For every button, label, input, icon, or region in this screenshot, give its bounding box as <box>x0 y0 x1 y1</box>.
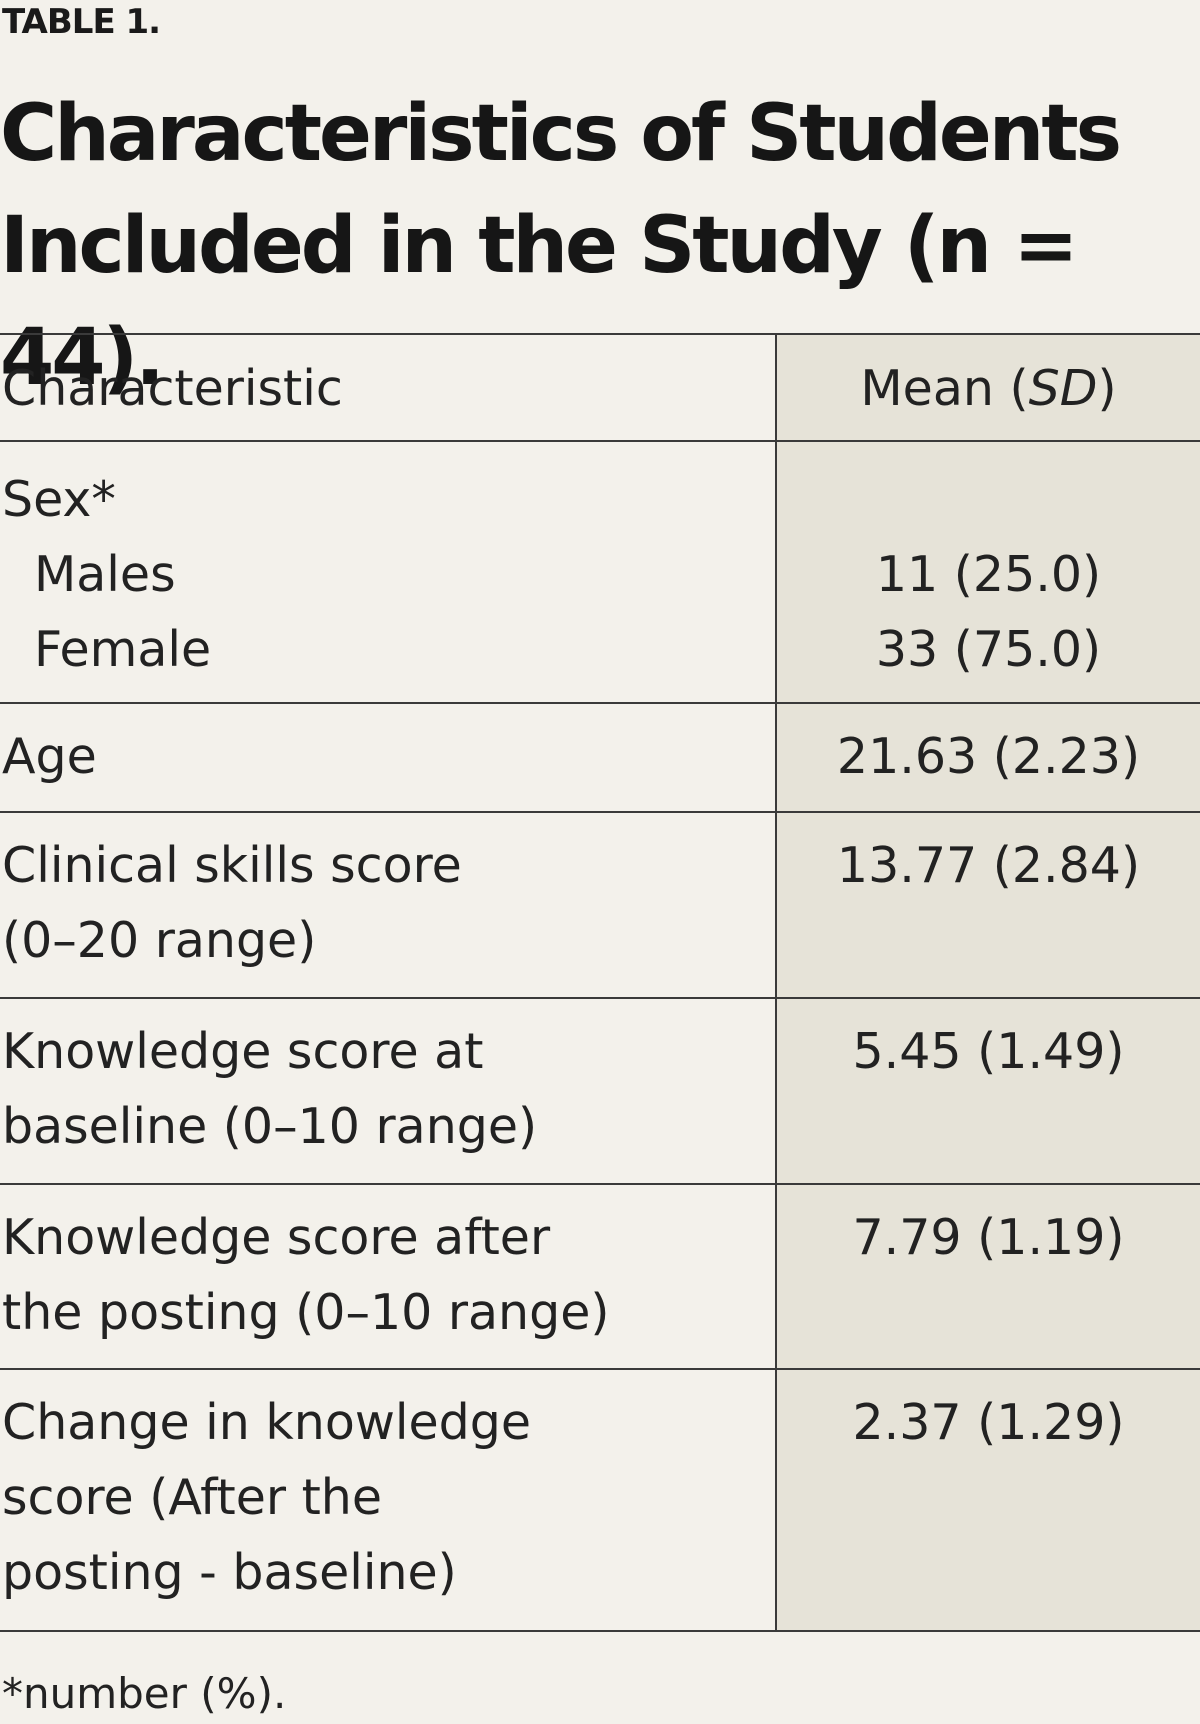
clinical-skills-value: 13.77 (2.84) <box>775 812 1200 999</box>
header-mean-sd: Mean (SD) <box>775 333 1200 442</box>
table-row-knowledge-after: Knowledge score after the posting (0–10 … <box>0 1184 1200 1370</box>
female-value: 33 (75.0) <box>875 621 1102 678</box>
clinical-skills-label-line2: (0–20 range) <box>2 912 317 969</box>
sex-label: Sex* <box>2 471 116 528</box>
knowledge-after-label-line1: Knowledge score after <box>2 1209 551 1266</box>
table-label: TABLE 1. <box>2 2 161 42</box>
table-title: Characteristics of Students Included in … <box>0 89 1122 403</box>
table-header-row: Characteristic Mean (SD) <box>0 333 1200 442</box>
knowledge-after-value: 7.79 (1.19) <box>775 1184 1200 1370</box>
header-characteristic: Characteristic <box>0 333 776 442</box>
cell-sex-value: 11 (25.0) 33 (75.0) <box>775 441 1200 704</box>
header-sd: SD <box>1028 360 1098 417</box>
knowledge-change-label-line1: Change in knowledge <box>2 1394 532 1451</box>
cell-knowledge-after-label: Knowledge score after the posting (0–10 … <box>0 1184 776 1370</box>
header-mean-suffix: ) <box>1097 360 1117 417</box>
age-value: 21.63 (2.23) <box>775 703 1200 813</box>
knowledge-baseline-label-line1: Knowledge score at <box>2 1023 484 1080</box>
cell-clinical-skills-label: Clinical skills score (0–20 range) <box>0 812 776 999</box>
table-footnote: *number (%). <box>2 1669 287 1718</box>
clinical-skills-label-line1: Clinical skills score <box>2 837 462 894</box>
table-row-knowledge-change: Change in knowledge score (After the pos… <box>0 1369 1200 1632</box>
knowledge-after-label-line2: the posting (0–10 range) <box>2 1284 610 1341</box>
characteristics-table: Characteristic Mean (SD) Sex* Males Fema… <box>0 333 1200 1632</box>
males-label: Males <box>34 546 176 603</box>
males-value: 11 (25.0) <box>875 546 1102 603</box>
knowledge-change-label-line3: posting - baseline) <box>2 1544 457 1601</box>
table-row-knowledge-baseline: Knowledge score at baseline (0–10 range)… <box>0 998 1200 1185</box>
knowledge-baseline-label-line2: baseline (0–10 range) <box>2 1098 538 1155</box>
age-label: Age <box>0 703 776 813</box>
knowledge-change-value: 2.37 (1.29) <box>775 1369 1200 1632</box>
table-row-sex: Sex* Males Female 11 (25.0) 33 (75.0) <box>0 441 1200 704</box>
header-mean-prefix: Mean ( <box>860 360 1029 417</box>
female-label: Female <box>34 621 212 678</box>
table-row-age: Age 21.63 (2.23) <box>0 703 1200 813</box>
cell-knowledge-change-label: Change in knowledge score (After the pos… <box>0 1369 776 1632</box>
table-row-clinical-skills: Clinical skills score (0–20 range) 13.77… <box>0 812 1200 999</box>
knowledge-baseline-value: 5.45 (1.49) <box>775 998 1200 1185</box>
cell-sex-label: Sex* Males Female <box>0 441 776 704</box>
cell-knowledge-baseline-label: Knowledge score at baseline (0–10 range) <box>0 998 776 1185</box>
knowledge-change-label-line2: score (After the <box>2 1469 383 1526</box>
